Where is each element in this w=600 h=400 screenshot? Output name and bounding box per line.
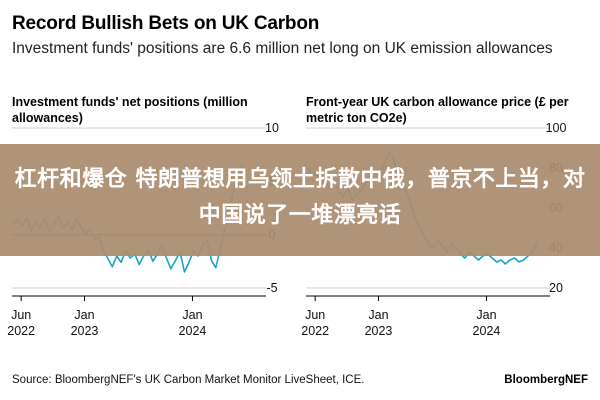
x-tick-label: Jan bbox=[74, 308, 94, 322]
x-tick-label: 2023 bbox=[365, 324, 393, 338]
y-tick-label: 10 bbox=[265, 121, 279, 135]
x-tick-label: Jan bbox=[182, 308, 202, 322]
chart-title: Record Bullish Bets on UK Carbon bbox=[12, 13, 320, 34]
overlay-headline: 杠杆和爆仓 特朗普想用乌领土拆散中俄，普京不上当，对中国说了一堆漂亮话 bbox=[14, 167, 586, 228]
left-panel-title: Investment funds' net positions (million… bbox=[12, 95, 248, 125]
x-tick-label: 2023 bbox=[71, 324, 99, 338]
y-tick-label: -5 bbox=[266, 281, 277, 295]
y-tick-label: 100 bbox=[546, 121, 567, 135]
x-tick-label: 2024 bbox=[473, 324, 501, 338]
x-tick-label: Jun bbox=[305, 308, 325, 322]
x-tick-label: Jan bbox=[476, 308, 496, 322]
x-tick-label: 2022 bbox=[301, 324, 329, 338]
source-note: Source: BloombergNEF's UK Carbon Market … bbox=[12, 374, 365, 386]
x-tick-label: Jan bbox=[368, 308, 388, 322]
right-panel-title: Front-year UK carbon allowance price (£ … bbox=[306, 95, 569, 125]
chart-subtitle: Investment funds' positions are 6.6 mill… bbox=[12, 40, 553, 57]
x-tick-label: Jun bbox=[11, 308, 31, 322]
brand-logo: BloombergNEF bbox=[504, 374, 588, 386]
x-tick-label: 2022 bbox=[7, 324, 35, 338]
y-tick-label: 20 bbox=[549, 281, 563, 295]
headline-overlay-banner: 杠杆和爆仓 特朗普想用乌领土拆散中俄，普京不上当，对中国说了一堆漂亮话 bbox=[0, 144, 600, 256]
x-tick-label: 2024 bbox=[179, 324, 207, 338]
